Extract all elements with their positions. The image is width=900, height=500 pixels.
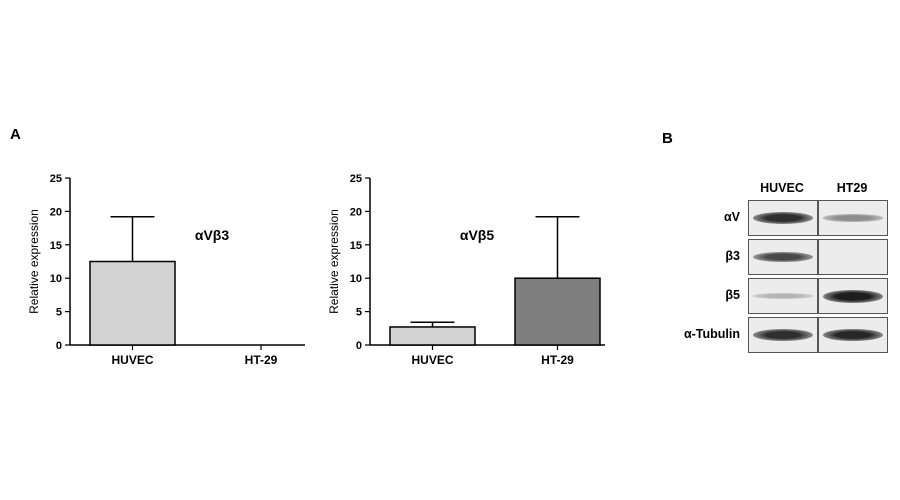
- blot-row-label: β3: [725, 249, 740, 263]
- blot-band: [753, 293, 813, 299]
- blot-band: [753, 211, 813, 225]
- blot-band: [753, 251, 813, 263]
- y-tick-label: 25: [350, 173, 362, 185]
- blot-column-label: HT29: [836, 181, 868, 195]
- y-tick-label: 10: [50, 273, 62, 285]
- blot-lane: [748, 278, 818, 314]
- blot-row-label: α-Tubulin: [683, 327, 740, 341]
- blot-lane: [748, 200, 818, 236]
- blot-lane: [818, 317, 888, 353]
- x-tick-label: HUVEC: [111, 353, 153, 367]
- blot-lane: [818, 200, 888, 236]
- y-axis-label: Relative expression: [327, 209, 341, 314]
- panel-a-label: A: [10, 126, 21, 143]
- blot-lane: [748, 239, 818, 275]
- y-tick-label: 20: [350, 206, 362, 218]
- bar: [389, 326, 476, 346]
- x-tick-label: HT-29: [245, 353, 278, 367]
- x-tick-label: HT-29: [541, 353, 574, 367]
- y-tick-label: 20: [50, 206, 62, 218]
- y-tick-label: 5: [356, 307, 362, 319]
- y-tick-label: 15: [350, 240, 362, 252]
- bar: [89, 260, 176, 346]
- blot-band: [753, 328, 813, 342]
- y-tick-label: 25: [50, 173, 62, 185]
- y-tick-label: 15: [50, 240, 62, 252]
- y-axis-label: Relative expression: [27, 209, 41, 314]
- blot-band: [823, 289, 883, 303]
- y-tick-label: 10: [350, 273, 362, 285]
- y-tick-label: 0: [356, 340, 362, 352]
- y-tick-label: 5: [56, 307, 62, 319]
- blot-band: [823, 214, 883, 222]
- chart-title: αVβ3: [195, 227, 229, 243]
- blot-lane: [818, 278, 888, 314]
- bar: [514, 277, 601, 346]
- blot-lane: [748, 317, 818, 353]
- blot-lane: [818, 239, 888, 275]
- panel-b-label: B: [662, 130, 673, 147]
- blot-row-label: αV: [723, 210, 740, 224]
- chart-title: αVβ5: [460, 227, 494, 243]
- blot-band: [823, 328, 883, 342]
- blot-row-label: β5: [725, 288, 740, 302]
- x-tick-label: HUVEC: [411, 353, 453, 367]
- y-tick-label: 0: [56, 340, 62, 352]
- blot-column-label: HUVEC: [760, 181, 804, 195]
